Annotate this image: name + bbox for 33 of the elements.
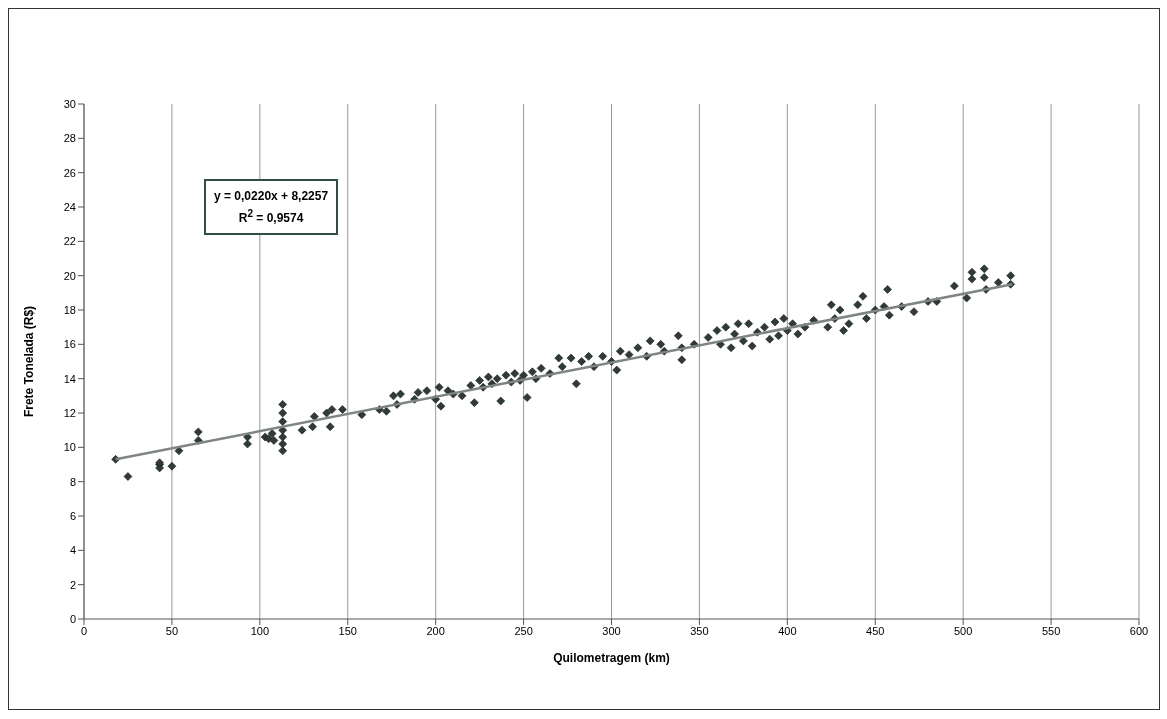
y-tick-label: 28 — [63, 132, 76, 145]
y-tick-label: 30 — [63, 97, 76, 110]
x-tick-label: 500 — [953, 624, 973, 637]
y-tick-label: 26 — [63, 166, 76, 179]
x-tick-label: 0 — [80, 624, 88, 637]
y-tick-label: 18 — [63, 303, 76, 316]
x-tick-label: 100 — [250, 624, 270, 637]
y-tick-label: 14 — [63, 372, 76, 385]
x-tick-label: 300 — [602, 624, 621, 637]
y-tick-label: 6 — [69, 509, 76, 522]
x-tick-label: 250 — [514, 624, 533, 637]
y-tick-label: 4 — [69, 544, 76, 557]
x-tick-label: 50 — [165, 624, 179, 637]
x-tick-label: 550 — [1041, 624, 1061, 637]
y-tick-label: 16 — [63, 338, 76, 351]
x-tick-label: 400 — [778, 624, 797, 637]
y-tick-label: 8 — [69, 475, 76, 488]
x-tick-label: 150 — [338, 624, 357, 637]
x-tick-label: 350 — [690, 624, 709, 637]
y-tick-label: 20 — [63, 269, 76, 282]
x-tick-label: 200 — [426, 624, 445, 637]
y-axis-title: Frete Tonelada (R$) — [22, 305, 37, 418]
x-tick-label: 600 — [1129, 624, 1149, 637]
y-tick-label: 0 — [69, 612, 76, 625]
y-tick-label: 12 — [63, 406, 76, 419]
annotation: R$^{2}$ = 0,9574 — [238, 208, 304, 225]
x-axis-title: Quilometragem (km) — [553, 651, 670, 665]
y-tick-label: 2 — [69, 578, 76, 591]
annotation: y = 0,0220x + 8,2257 — [214, 189, 329, 203]
y-tick-label: 24 — [63, 200, 76, 213]
y-tick-label: 22 — [63, 235, 76, 248]
x-tick-label: 450 — [866, 624, 885, 637]
y-tick-label: 10 — [63, 441, 76, 454]
